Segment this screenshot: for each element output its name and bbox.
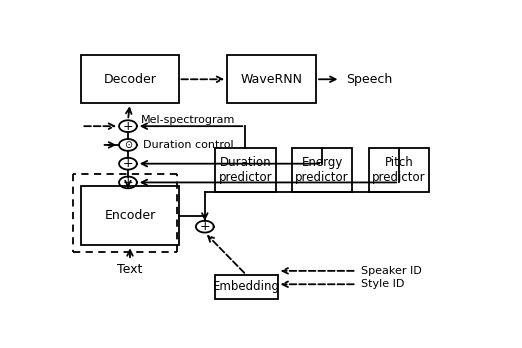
Text: WaveRNN: WaveRNN — [241, 73, 303, 86]
Text: Encoder: Encoder — [104, 209, 156, 222]
Text: ⊙: ⊙ — [124, 140, 132, 150]
Text: Style ID: Style ID — [361, 279, 404, 289]
FancyBboxPatch shape — [369, 148, 429, 192]
Text: Energy
predictor: Energy predictor — [295, 156, 349, 184]
Text: Duration control: Duration control — [143, 140, 233, 150]
FancyBboxPatch shape — [292, 148, 352, 192]
Text: Mel-spectrogram: Mel-spectrogram — [141, 115, 235, 125]
FancyBboxPatch shape — [215, 148, 276, 192]
Text: Speech: Speech — [347, 73, 393, 86]
Text: Duration
predictor: Duration predictor — [219, 156, 272, 184]
Text: +: + — [123, 157, 133, 170]
Text: Decoder: Decoder — [103, 73, 157, 86]
Text: +: + — [123, 120, 133, 133]
Text: Speaker ID: Speaker ID — [361, 266, 421, 276]
FancyBboxPatch shape — [227, 55, 316, 103]
Text: +: + — [123, 176, 133, 189]
Text: Pitch
predictor: Pitch predictor — [372, 156, 426, 184]
Text: Text: Text — [117, 263, 143, 276]
Text: +: + — [199, 220, 210, 233]
FancyBboxPatch shape — [81, 55, 179, 103]
Text: Embedding: Embedding — [213, 280, 280, 293]
FancyBboxPatch shape — [81, 187, 179, 245]
FancyBboxPatch shape — [215, 275, 278, 299]
